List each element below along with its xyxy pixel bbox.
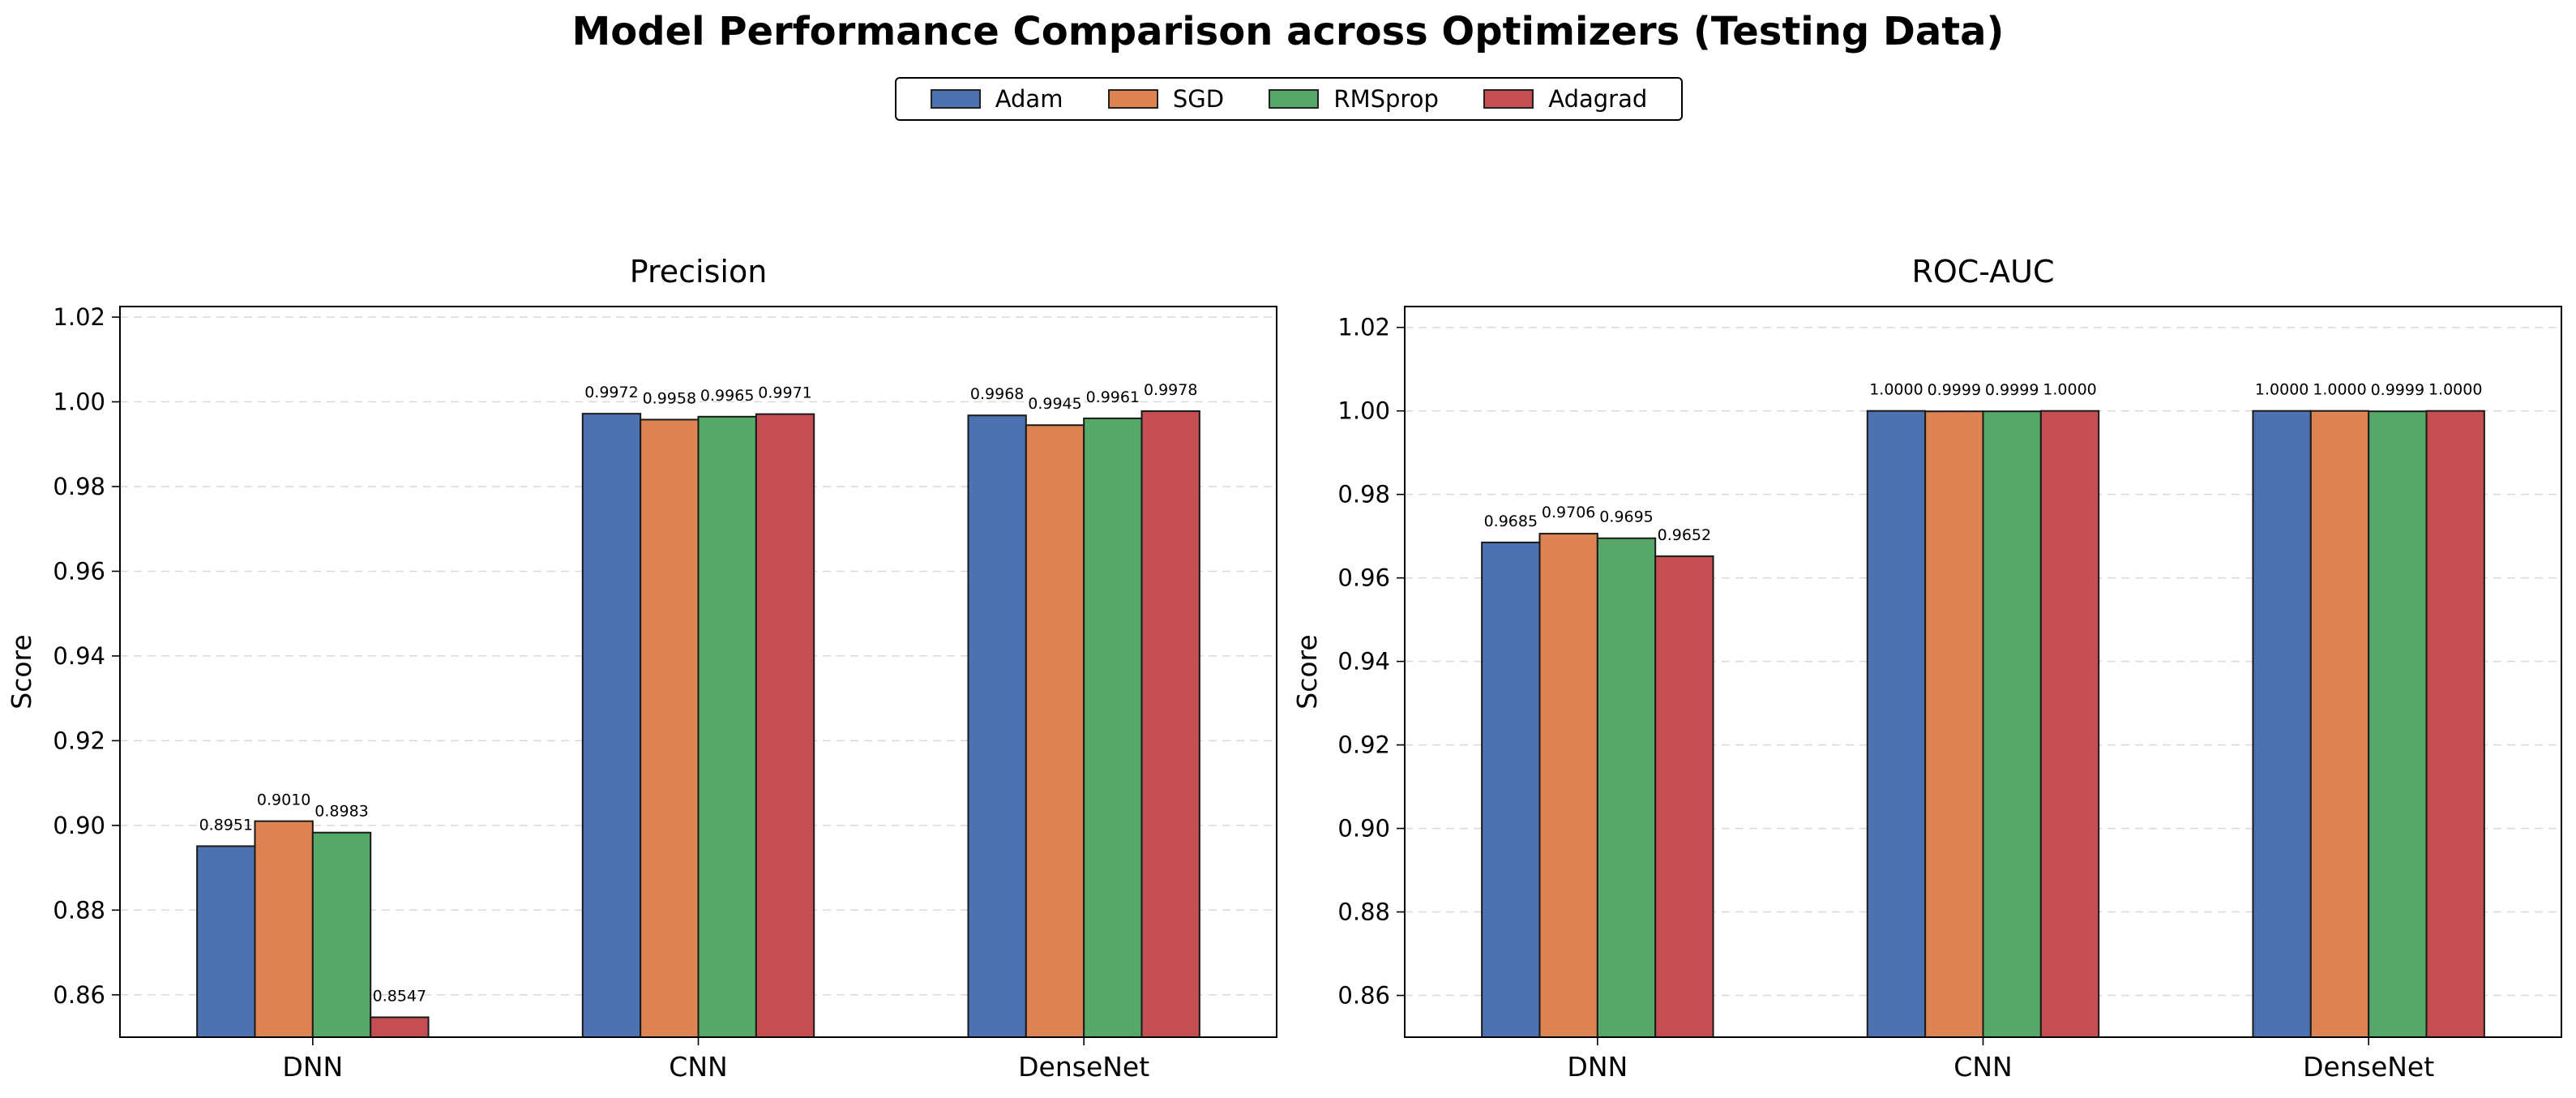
y-tick-label: 0.90	[1337, 815, 1390, 843]
legend-label: Adagrad	[1548, 85, 1648, 113]
value-label: 0.8983	[315, 803, 368, 821]
bar-adam-densenet	[2252, 410, 2312, 1038]
y-tick-label: 0.92	[1337, 731, 1390, 759]
value-label: 1.0000	[2255, 381, 2309, 399]
bar-adagrad-cnn	[755, 413, 815, 1038]
x-tick-label: DNN	[282, 1051, 343, 1083]
value-label: 1.0000	[2428, 381, 2482, 399]
bar-rmsprop-cnn	[1982, 410, 2042, 1039]
y-tick-label: 0.98	[53, 473, 105, 500]
value-label: 0.8547	[373, 987, 426, 1005]
value-label: 0.9978	[1144, 381, 1197, 399]
value-label: 0.9958	[643, 389, 696, 407]
y-tick-label: 0.94	[1337, 648, 1390, 676]
value-label: 0.9706	[1542, 504, 1595, 521]
value-label: 0.9999	[1928, 381, 1981, 399]
legend-swatch	[930, 89, 981, 109]
legend-label: Adam	[995, 85, 1063, 113]
value-label: 0.9972	[584, 384, 638, 401]
legend-item-rmsprop: RMSprop	[1269, 85, 1439, 113]
y-tick-label: 0.90	[53, 812, 105, 839]
plot-frame	[1404, 306, 2562, 1038]
bar-sgd-densenet	[2309, 410, 2370, 1038]
bar-rmsprop-dnn	[1596, 537, 1657, 1038]
bar-adam-densenet	[967, 414, 1027, 1038]
bar-adagrad-dnn	[1654, 555, 1714, 1038]
x-tick-label: DNN	[1567, 1051, 1628, 1083]
value-label: 0.9695	[1599, 508, 1653, 526]
value-label: 0.9652	[1658, 526, 1711, 544]
subplot-title: ROC-AUC	[1911, 254, 2054, 290]
bar-adagrad-cnn	[2039, 410, 2100, 1038]
value-label: 0.9961	[1086, 388, 1140, 406]
bar-adagrad-dnn	[370, 1016, 430, 1039]
bar-rmsprop-densenet	[1083, 417, 1143, 1038]
bar-adam-dnn	[1481, 541, 1541, 1038]
y-tick-label: 0.92	[53, 727, 105, 754]
x-tick-label: CNN	[1953, 1051, 2012, 1083]
x-tick-label: CNN	[669, 1051, 727, 1083]
value-label: 1.0000	[1869, 381, 1923, 399]
y-axis-label: Score	[6, 634, 37, 709]
value-label: 1.0000	[2043, 381, 2096, 399]
legend: Adam SGD RMSprop Adagrad	[895, 77, 1683, 121]
y-tick-label: 0.86	[53, 981, 105, 1009]
bar-sgd-cnn	[1924, 410, 1984, 1039]
value-label: 0.9971	[758, 384, 811, 402]
plot-frame	[119, 306, 1277, 1038]
chart-panel-2: 0.86 0.88 0.90 0.92 0.94 0.96 0.98 1.00 1.02 0.96…	[1291, 254, 2562, 1083]
value-label: 0.9968	[970, 385, 1024, 403]
y-tick-label: 1.02	[53, 303, 105, 331]
bar-rmsprop-cnn	[697, 415, 757, 1038]
value-label: 0.9965	[700, 387, 754, 405]
legend-swatch	[1107, 89, 1158, 109]
bar-adam-cnn	[581, 413, 642, 1038]
legend-item-sgd: SGD	[1107, 85, 1225, 113]
value-label: 0.9999	[1985, 381, 2039, 399]
y-tick-label: 0.88	[53, 896, 105, 924]
figure-title: Model Performance Comparison across Opti…	[572, 9, 2005, 54]
y-tick-label: 0.96	[1337, 564, 1390, 592]
bar-adagrad-densenet	[2425, 410, 2485, 1038]
bar-rmsprop-densenet	[2368, 410, 2428, 1039]
y-tick-label: 0.88	[1337, 899, 1390, 926]
subplot-title: Precision	[630, 254, 768, 290]
bar-sgd-dnn	[254, 820, 314, 1038]
bar-sgd-cnn	[640, 418, 700, 1038]
y-tick-label: 0.98	[1337, 481, 1390, 508]
value-label: 0.8951	[199, 816, 253, 834]
y-tick-label: 0.94	[53, 642, 105, 670]
y-tick-label: 0.86	[1337, 982, 1390, 1010]
x-tick-label: DenseNet	[2303, 1051, 2434, 1083]
x-tick-label: DenseNet	[1018, 1051, 1149, 1083]
y-tick-label: 1.02	[1337, 314, 1390, 341]
y-tick-label: 1.00	[1337, 397, 1390, 425]
value-label: 1.0000	[2313, 381, 2366, 399]
value-label: 0.9999	[2371, 381, 2424, 399]
legend-item-adagrad: Adagrad	[1483, 85, 1647, 113]
y-axis-label: Score	[1291, 634, 1323, 709]
legend-label: SGD	[1172, 85, 1225, 113]
legend-swatch	[1269, 89, 1320, 109]
bar-adagrad-densenet	[1140, 410, 1200, 1038]
bar-sgd-densenet	[1025, 424, 1085, 1038]
value-label: 0.9010	[257, 791, 310, 809]
legend-swatch	[1483, 89, 1534, 109]
bar-adam-dnn	[196, 845, 256, 1038]
bar-sgd-dnn	[1538, 533, 1598, 1038]
value-label: 0.9685	[1484, 513, 1538, 530]
y-tick-label: 1.00	[53, 388, 105, 416]
y-tick-label: 0.96	[53, 557, 105, 585]
bar-rmsprop-dnn	[311, 831, 372, 1038]
value-label: 0.9945	[1028, 395, 1081, 413]
legend-label: RMSprop	[1333, 85, 1439, 113]
bar-adam-cnn	[1866, 410, 1927, 1038]
legend-item-adam: Adam	[930, 85, 1063, 113]
chart-panel-1: 0.86 0.88 0.90 0.92 0.94 0.96 0.98 1.00 1.02 0.89…	[6, 254, 1277, 1083]
